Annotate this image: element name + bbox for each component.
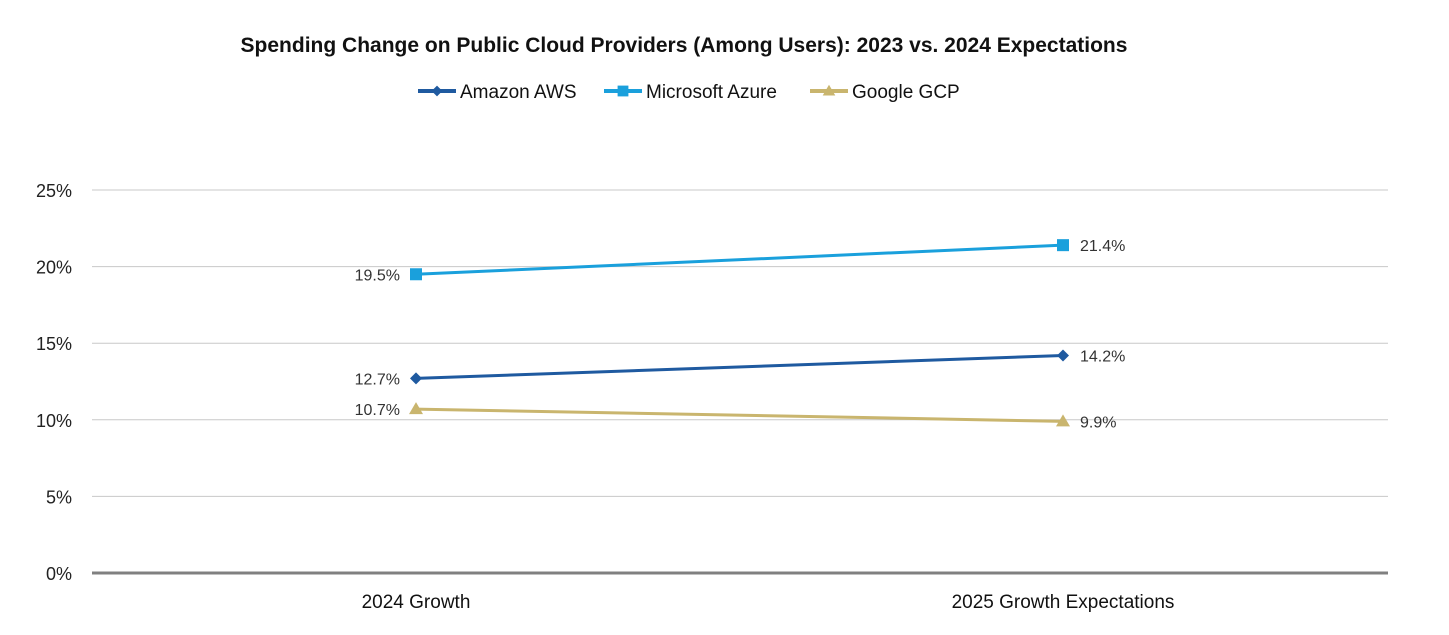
data-label: 14.2%: [1080, 348, 1125, 365]
legend-marker-diamond-icon: [431, 85, 443, 97]
data-label: 19.5%: [355, 267, 400, 284]
data-label: 10.7%: [355, 402, 400, 419]
y-tick-label: 20%: [36, 258, 72, 278]
series-line: [415, 243, 1064, 276]
series-line: [415, 353, 1064, 380]
series-line: [415, 407, 1064, 423]
x-tick-label: 2025 Growth Expectations: [952, 592, 1175, 613]
series-amazon-aws: 12.7% 14.2%: [355, 348, 1126, 388]
legend-item: Microsoft Azure: [604, 82, 777, 103]
data-point: [1056, 414, 1070, 427]
legend: Amazon AWS Microsoft Azure Google GCP: [418, 82, 960, 103]
legend-marker-square-icon: [617, 85, 629, 97]
series-google-gcp: 10.7% 9.9%: [355, 402, 1116, 431]
chart-title: Spending Change on Public Cloud Provider…: [241, 34, 1128, 57]
legend-item: Amazon AWS: [418, 82, 577, 103]
data-point: [410, 268, 422, 281]
gridlines: [92, 189, 1388, 497]
legend-label: Amazon AWS: [460, 82, 577, 103]
y-tick-label: 10%: [36, 411, 72, 431]
data-label: 9.9%: [1080, 414, 1116, 431]
y-tick-label: 25%: [36, 181, 72, 201]
legend-item: Google GCP: [810, 82, 960, 103]
data-point: [409, 402, 423, 415]
data-point: [410, 372, 422, 385]
legend-label: Google GCP: [852, 82, 960, 103]
data-point: [1057, 239, 1069, 252]
x-axis: 2024 Growth 2025 Growth Expectations: [92, 571, 1388, 613]
data-label: 21.4%: [1080, 238, 1125, 255]
data-point: [1057, 349, 1069, 362]
legend-marker-triangle-icon: [822, 84, 836, 96]
y-axis: 0% 5% 10% 15% 20% 25%: [36, 181, 72, 584]
y-tick-label: 15%: [36, 334, 72, 354]
legend-label: Microsoft Azure: [646, 82, 777, 103]
series-group: 12.7% 14.2% 19.5% 21.4% 10.7% 9.9%: [355, 238, 1126, 431]
y-tick-label: 0%: [46, 564, 72, 584]
data-label: 12.7%: [355, 371, 400, 388]
series-microsoft-azure: 19.5% 21.4%: [355, 238, 1126, 284]
x-tick-label: 2024 Growth: [362, 592, 471, 613]
y-tick-label: 5%: [46, 487, 72, 507]
